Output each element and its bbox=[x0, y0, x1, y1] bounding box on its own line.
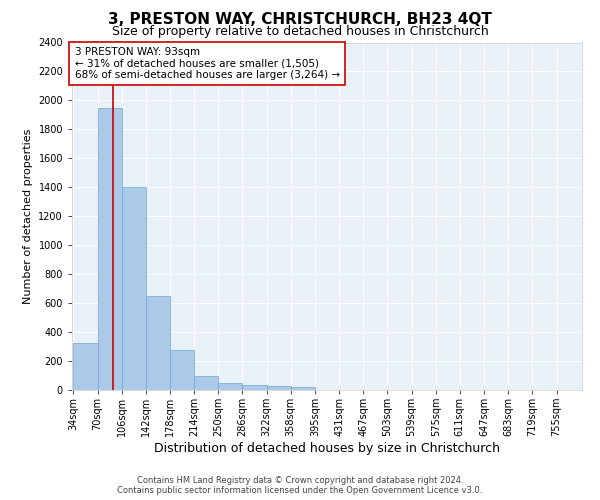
Text: 3 PRESTON WAY: 93sqm
← 31% of detached houses are smaller (1,505)
68% of semi-de: 3 PRESTON WAY: 93sqm ← 31% of detached h… bbox=[74, 47, 340, 80]
Bar bbox=[170, 350, 194, 390]
Bar bbox=[146, 296, 170, 390]
Y-axis label: Number of detached properties: Number of detached properties bbox=[23, 128, 32, 304]
Bar bbox=[194, 376, 218, 390]
Text: Contains HM Land Registry data © Crown copyright and database right 2024.
Contai: Contains HM Land Registry data © Crown c… bbox=[118, 476, 482, 495]
Text: Size of property relative to detached houses in Christchurch: Size of property relative to detached ho… bbox=[112, 25, 488, 38]
Bar bbox=[218, 383, 242, 390]
Bar bbox=[97, 108, 122, 390]
Bar bbox=[122, 188, 146, 390]
Bar bbox=[291, 387, 315, 390]
Bar bbox=[73, 343, 97, 390]
Text: 3, PRESTON WAY, CHRISTCHURCH, BH23 4QT: 3, PRESTON WAY, CHRISTCHURCH, BH23 4QT bbox=[108, 12, 492, 28]
Bar bbox=[242, 385, 266, 390]
Bar bbox=[266, 386, 291, 390]
X-axis label: Distribution of detached houses by size in Christchurch: Distribution of detached houses by size … bbox=[154, 442, 500, 455]
